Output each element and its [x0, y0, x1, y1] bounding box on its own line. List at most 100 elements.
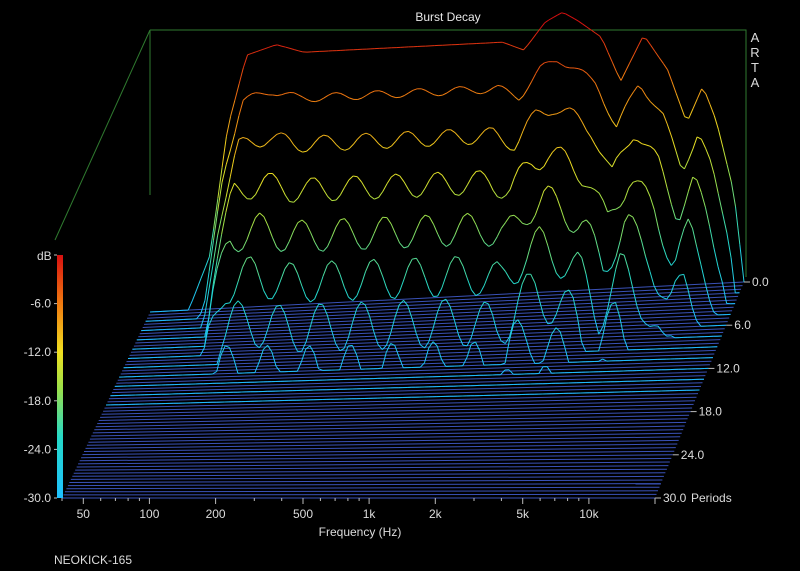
slice-segment [484, 242, 490, 247]
slice-segment [479, 285, 485, 294]
slice-segment [373, 331, 379, 345]
slice-segment [505, 88, 511, 93]
slice-segment [298, 94, 303, 98]
slice-segment [463, 141, 469, 145]
slice-segment [654, 51, 660, 58]
slice-segment [420, 344, 425, 349]
slice-segment [589, 295, 595, 318]
slice-segment [573, 170, 579, 181]
slice-segment [623, 254, 629, 270]
slice-segment [574, 67, 579, 70]
slice-segment [645, 256, 651, 272]
slice-segment [319, 134, 324, 138]
slice-segment [642, 37, 647, 40]
slice-segment [619, 316, 625, 339]
slice-segment [327, 237, 333, 247]
slice-segment [611, 256, 617, 268]
slice-segment [335, 194, 341, 201]
slice-segment [679, 273, 684, 276]
slice-segment [500, 340, 506, 344]
slice-segment [251, 141, 257, 146]
slice-segment [633, 46, 639, 56]
slice-segment [560, 108, 566, 113]
slice-segment [671, 136, 677, 152]
slice-segment [322, 304, 328, 315]
slice-segment [645, 186, 651, 197]
slice-segment [204, 317, 210, 338]
slice-segment [242, 193, 248, 200]
slice-segment [577, 251, 583, 259]
slice-segment [547, 185, 553, 189]
slice-segment [564, 221, 570, 231]
slice-segment [611, 301, 616, 305]
slice-segment [552, 14, 558, 19]
slice-segment [200, 267, 206, 279]
slice-segment [271, 291, 277, 300]
slice-segment [484, 127, 490, 131]
slice-segment [296, 361, 302, 372]
slice-segment [585, 219, 591, 225]
slice-segment [696, 179, 702, 193]
slice-segment [360, 301, 366, 306]
slice-segment [471, 289, 477, 296]
slice-segment [696, 136, 702, 140]
slice-segment [446, 243, 451, 247]
chart-title: Burst Decay [415, 10, 480, 24]
slice-segment [509, 278, 515, 285]
slice-segment [692, 98, 698, 109]
slice-segment [645, 323, 650, 327]
slice-segment [568, 289, 574, 298]
slice-segment [217, 216, 223, 236]
slice-segment [339, 356, 345, 371]
slice-segment [551, 187, 557, 197]
slice-segment [489, 127, 494, 129]
slice-segment [323, 134, 329, 137]
slice-segment [208, 262, 214, 289]
brand-letter: R [750, 45, 760, 60]
slice-segment [466, 344, 472, 358]
slice-segment [285, 133, 291, 140]
slice-segment [292, 264, 299, 274]
slice-segment [450, 129, 456, 134]
slice-segment [356, 301, 362, 309]
slice-segment [458, 216, 464, 226]
slice-segment [565, 107, 570, 110]
slice-segment [373, 258, 379, 266]
slice-segment [343, 345, 349, 357]
decay-slice [127, 226, 722, 359]
slice-segment [667, 69, 673, 82]
slice-segment [645, 38, 652, 46]
slice-segment [280, 186, 286, 196]
slice-segment [302, 150, 307, 153]
slice-segment [603, 270, 608, 272]
slice-segment [420, 187, 426, 195]
slice-segment [509, 214, 515, 217]
slice-segment [251, 51, 257, 54]
decay-floor-lines [62, 281, 745, 499]
slice-segment [547, 151, 553, 159]
slice-segment [671, 204, 677, 219]
slice-segment [684, 116, 689, 119]
floor-line [103, 396, 697, 412]
slice-segment [658, 293, 663, 298]
slice-segment [632, 287, 638, 307]
slice-segment [501, 139, 507, 147]
slice-segment [713, 173, 719, 194]
slice-segment [297, 219, 303, 224]
slice-segment [280, 268, 286, 281]
slice-segment [284, 194, 290, 202]
slice-segment [563, 345, 570, 363]
slice-segment [441, 242, 447, 247]
slice-segment [432, 341, 438, 347]
slice-segment [475, 134, 481, 141]
slice-segment [633, 85, 639, 93]
slice-segment [335, 343, 341, 351]
slice-segment [446, 89, 452, 94]
slice-segment [229, 305, 235, 320]
slice-segment [369, 134, 375, 140]
slice-segment [526, 113, 532, 122]
slice-segment [382, 147, 388, 149]
slice-segment [263, 141, 269, 146]
slice-segment [500, 362, 506, 366]
slice-segment [309, 312, 315, 328]
